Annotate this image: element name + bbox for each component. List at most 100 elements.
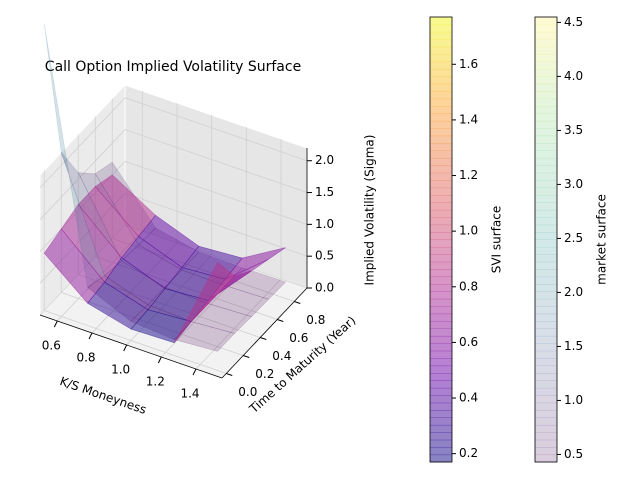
colorbar-segment [535, 365, 557, 374]
colorbar-segment [430, 224, 452, 233]
colorbar-segment [430, 313, 452, 322]
grid-line [195, 278, 282, 370]
colorbar-segment [535, 209, 557, 218]
colorbar-segment [430, 387, 452, 396]
colorbar-segment [535, 328, 557, 337]
colorbar-segment [535, 157, 557, 166]
colorbar-segment [535, 432, 557, 441]
x-tick-label: 1.2 [146, 375, 165, 389]
colorbar-tick-label: 1.5 [564, 339, 583, 353]
colorbar-segment [535, 113, 557, 122]
colorbar-segment [430, 343, 452, 352]
surface-patch [173, 261, 236, 343]
colorbar-segment [430, 432, 452, 441]
colorbar-segment [430, 187, 452, 196]
colorbar-segment [430, 276, 452, 285]
colorbar-segment [430, 165, 452, 174]
colorbar-segment [535, 380, 557, 389]
y-tick [260, 337, 267, 340]
colorbar-segment [535, 350, 557, 359]
colorbar-segment [430, 417, 452, 426]
colorbar-segment [430, 254, 452, 263]
colorbar-segment [430, 39, 452, 48]
x-tick [157, 356, 162, 364]
axis-line [221, 287, 308, 379]
colorbar-tick-label: 1.0 [459, 224, 478, 238]
colorbar-segment [430, 269, 452, 278]
colorbar-tick-label: 0.2 [459, 446, 478, 460]
y-tick-label: 0.8 [306, 313, 325, 327]
colorbar-segment [535, 17, 557, 25]
colorbar-segment [430, 46, 452, 55]
colorbar-segment [535, 343, 557, 352]
colorbar-segment [535, 150, 557, 159]
colorbar-tick-label: 2.0 [564, 285, 583, 299]
colorbar-segment [430, 365, 452, 374]
colorbar-segment [535, 254, 557, 263]
colorbar-segment [430, 335, 452, 344]
x-tick [88, 332, 93, 340]
colorbar-segment [430, 128, 452, 137]
colorbar-segment [535, 284, 557, 292]
colorbar-segment [535, 306, 557, 315]
chart-title: Call Option Implied Volatility Surface [45, 59, 301, 75]
colorbar-segment [430, 24, 452, 33]
colorbar-segment [430, 350, 452, 359]
colorbar-frame [429, 16, 453, 463]
colorbar-segment [535, 61, 557, 70]
x-tick-label: 1.4 [180, 387, 199, 401]
colorbar-frame [534, 16, 558, 463]
colorbar-tick-label: 3.0 [564, 177, 583, 191]
colorbar-segment [430, 157, 452, 166]
x-tick [123, 344, 128, 352]
colorbar-segment [535, 313, 557, 322]
x-tick [192, 368, 197, 376]
colorbars: 0.5 1.0 1.5 2.0 2.5 3.0 3.5 4.0 4.5 market surfac… [429, 15, 609, 463]
colorbar-segment [535, 232, 557, 240]
x-tick-label: 0.6 [42, 339, 61, 353]
colorbar-segment [430, 209, 452, 218]
colorbar-segment [535, 395, 557, 404]
colorbar-segment [430, 395, 452, 404]
colorbar-segment [535, 402, 557, 411]
colorbar-segment [430, 373, 452, 381]
colorbar-segment [430, 447, 452, 456]
colorbar-segment [430, 239, 452, 248]
colorbar-segment [430, 135, 452, 144]
colorbar-tick-label: 0.6 [459, 335, 478, 349]
z-tick-label: 1.0 [315, 217, 334, 231]
grid-line [124, 129, 308, 193]
colorbar-segment [535, 454, 557, 463]
colorbar-segment [535, 165, 557, 174]
x-tick-label: 1.0 [111, 363, 130, 377]
y-tick [294, 301, 301, 304]
colorbar-segment [535, 387, 557, 396]
colorbar-tick-label: 2.5 [564, 231, 583, 245]
colorbar-segment [430, 172, 452, 181]
colorbar-segment [535, 76, 557, 85]
colorbar-segment [430, 454, 452, 463]
z-tick-label: 0.0 [315, 281, 334, 295]
colorbar-tick-label: 1.4 [459, 112, 478, 126]
y-tick [226, 373, 233, 376]
z-tick-label: 1.5 [315, 185, 334, 199]
colorbar-segment [430, 439, 452, 448]
colorbar-tick-label: 4.0 [564, 69, 583, 83]
grid-line [124, 97, 308, 162]
colorbar-segment [430, 424, 452, 433]
colorbar-segment [430, 246, 452, 255]
y-tick-label: 0.4 [272, 349, 291, 363]
colorbar-segment [430, 284, 452, 292]
colorbar-segment [430, 54, 452, 62]
colorbar-segment [535, 410, 557, 418]
colorbar-segment [535, 373, 557, 381]
surface-patch [43, 24, 105, 288]
colorbar-segment [430, 358, 452, 367]
colorbar-segment [430, 380, 452, 389]
colorbar-segment [430, 31, 452, 40]
colorbar-segment [430, 68, 452, 77]
colorbar-segment [535, 269, 557, 278]
colorbar-segment [535, 276, 557, 285]
colorbar-segment [535, 68, 557, 77]
colorbar-segment [535, 180, 557, 189]
